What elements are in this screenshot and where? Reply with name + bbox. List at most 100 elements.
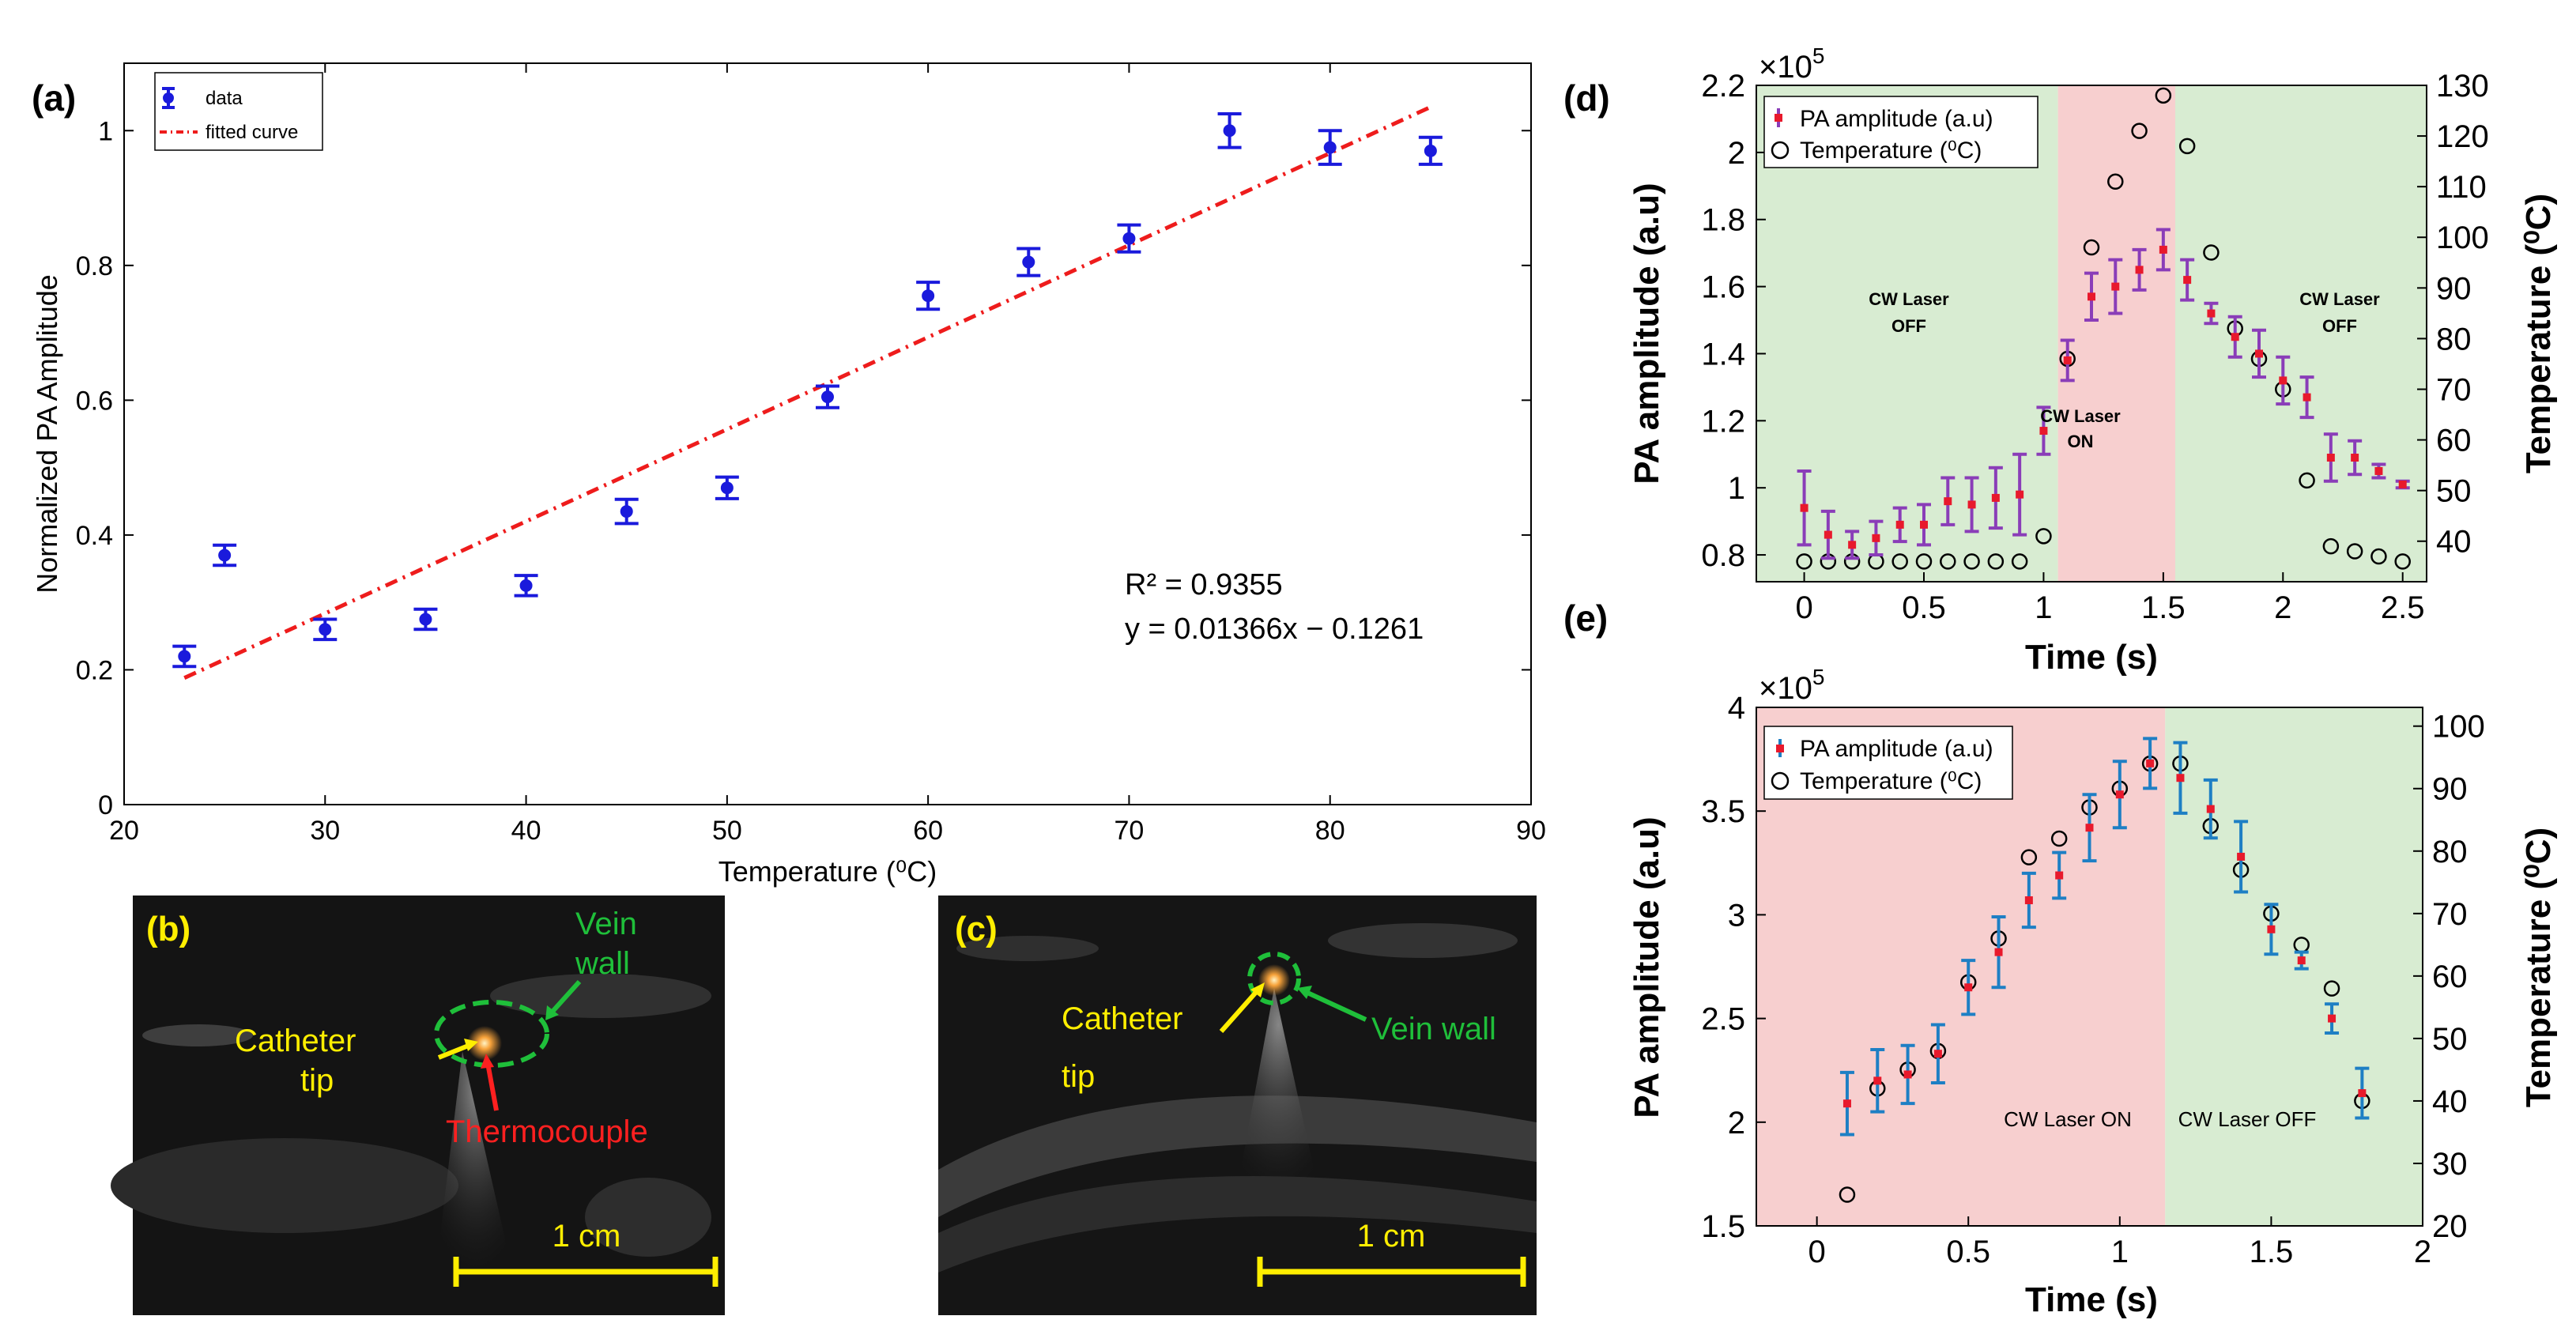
data-point — [1022, 255, 1035, 269]
chart-a-legend-box — [154, 72, 323, 151]
temperature-point — [1796, 553, 1812, 570]
image-b-tissue — [585, 1178, 711, 1257]
pa-point — [2206, 805, 2215, 813]
x-tick-label: 1.5 — [2250, 1235, 2294, 1269]
y-tick-label: 0.8 — [76, 251, 113, 281]
chart-e-legend: PA amplitude (a.u) Temperature (⁰C) — [1763, 726, 2013, 800]
temperature-point — [1839, 1186, 1856, 1203]
chart-e-legend-box — [1763, 726, 2013, 800]
pa-point — [2063, 356, 2072, 364]
y2-tick-label: 70 — [2432, 897, 2468, 932]
y-tick-label: 3.5 — [1701, 794, 1745, 829]
chart-e-off-label: CW Laser OFF — [2178, 1107, 2317, 1131]
x-tick-label: 30 — [310, 816, 340, 846]
image-c-tissue — [956, 936, 1099, 961]
temperature-point — [1891, 553, 1908, 570]
y2-tick-label: 120 — [2436, 119, 2489, 154]
x-tick-label: 0.5 — [1902, 590, 1946, 625]
image-c-catheter-line2: tip — [1062, 1059, 1095, 1094]
chart-e-ylabel-left: PA amplitude (a.u) — [1627, 816, 1666, 1118]
y2-tick-label: 90 — [2436, 271, 2472, 306]
x-tick-label: 1 — [2035, 590, 2052, 625]
data-point — [720, 481, 734, 495]
image-c-tissue — [1328, 923, 1518, 958]
pa-point — [2328, 1014, 2337, 1023]
chart-e-exponent: ×105 — [1759, 665, 1824, 706]
chart-d-legend-pa: PA amplitude (a.u) — [1800, 106, 1993, 132]
panel-label-c: (c) — [955, 910, 998, 948]
y2-tick-label: 30 — [2432, 1147, 2468, 1182]
image-b-vein-line2: wall — [575, 946, 630, 981]
chart-d-plot-frame — [1756, 85, 2427, 583]
x-tick-label: 70 — [1115, 816, 1145, 846]
y-tick-label: 1.8 — [1701, 203, 1745, 238]
pa-point — [2255, 349, 2263, 358]
y2-tick-label: 60 — [2432, 960, 2468, 994]
pa-point — [2351, 454, 2359, 462]
image-c-scalebar-label: 1 cm — [1357, 1219, 1426, 1254]
y-tick-label: 2.2 — [1701, 69, 1745, 104]
temperature-point — [2370, 548, 2387, 565]
chart-d-legend-temp-marker — [1771, 141, 1790, 160]
temperature-point — [1940, 553, 1956, 570]
data-point — [218, 549, 232, 562]
y2-tick-label: 130 — [2436, 69, 2489, 104]
chart-d-off1-line1: CW Laser — [1869, 289, 1949, 309]
pa-point — [2398, 480, 2407, 488]
pa-point — [2207, 309, 2216, 318]
y2-tick-label: 110 — [2436, 170, 2487, 205]
chart-e-legend-temp: Temperature (⁰C) — [1800, 768, 1982, 794]
y2-tick-label: 20 — [2432, 1209, 2468, 1244]
y2-tick-label: 70 — [2436, 372, 2472, 407]
chart-e-xlabel: Time (s) — [2025, 1280, 2158, 1319]
temperature-point — [1963, 553, 1980, 570]
y-tick-label: 2.5 — [1701, 1002, 1745, 1037]
data-point — [1424, 144, 1437, 157]
y-tick-label: 0.4 — [76, 521, 113, 551]
chart-d-exponent: ×105 — [1759, 43, 1824, 85]
x-tick-label: 60 — [913, 816, 943, 846]
image-b-thermocouple-arrowhead — [481, 1054, 494, 1069]
image-b-shadow-cone — [431, 1051, 522, 1312]
image-c-tissue-band — [938, 1095, 1537, 1217]
y2-tick-label: 50 — [2436, 474, 2472, 509]
chart-a: 20 30 40 50 60 70 80 90 0 0.2 0.4 0.6 0.8 1 data fitt… — [31, 62, 1546, 888]
temperature-point — [2203, 244, 2220, 261]
temperature-point — [2323, 980, 2340, 997]
pa-point — [1848, 541, 1857, 549]
chart-a-ylabel: Normalized PA Amplitude — [31, 274, 63, 594]
image-c-vein-arrowhead — [1297, 986, 1312, 999]
chart-d-on-line1: CW Laser — [2040, 406, 2121, 426]
y2-tick-label: 90 — [2432, 772, 2468, 807]
pa-point — [1824, 530, 1832, 539]
pa-point — [2024, 896, 2033, 905]
pa-point — [2326, 454, 2335, 462]
temperature-point — [1915, 553, 1933, 570]
data-point — [922, 289, 935, 303]
chart-a-legend: data fitted curve — [154, 72, 323, 151]
legend-data-marker — [163, 92, 174, 104]
pa-point — [1991, 493, 2000, 502]
y-tick-label: 3 — [1728, 898, 1745, 933]
image-b-vein-arrowhead — [545, 1005, 559, 1020]
chart-e: 0 0.5 1 1.5 2 1.5 2 2.5 3 3.5 4 20 30 40 50 60 70 80 90 100… — [1627, 665, 2558, 1319]
image-b-vein-line1: Vein — [575, 907, 637, 941]
pa-point — [2297, 956, 2306, 965]
pa-point — [2146, 759, 2155, 767]
temperature-point — [2131, 123, 2148, 139]
chart-d-ylabel-right: Temperature (⁰C) — [2519, 194, 2558, 473]
x-tick-label: 90 — [1516, 816, 1546, 846]
pa-point — [1800, 503, 1808, 512]
temperature-point — [2011, 553, 2028, 570]
legend-data-label: data — [206, 88, 243, 109]
image-b-tissue — [111, 1138, 458, 1233]
y-tick-label: 0.2 — [76, 655, 113, 685]
chart-a-equation: y = 0.01366x − 0.1261 — [1125, 613, 1424, 646]
y-tick-label: 2 — [1728, 136, 1745, 171]
legend-fit-label: fitted curve — [206, 122, 298, 143]
pa-point — [2176, 774, 2185, 782]
panel-label-b: (b) — [146, 910, 190, 948]
data-point — [821, 390, 834, 404]
y-tick-label: 1.2 — [1701, 404, 1745, 439]
y-tick-label: 1 — [1728, 471, 1745, 506]
